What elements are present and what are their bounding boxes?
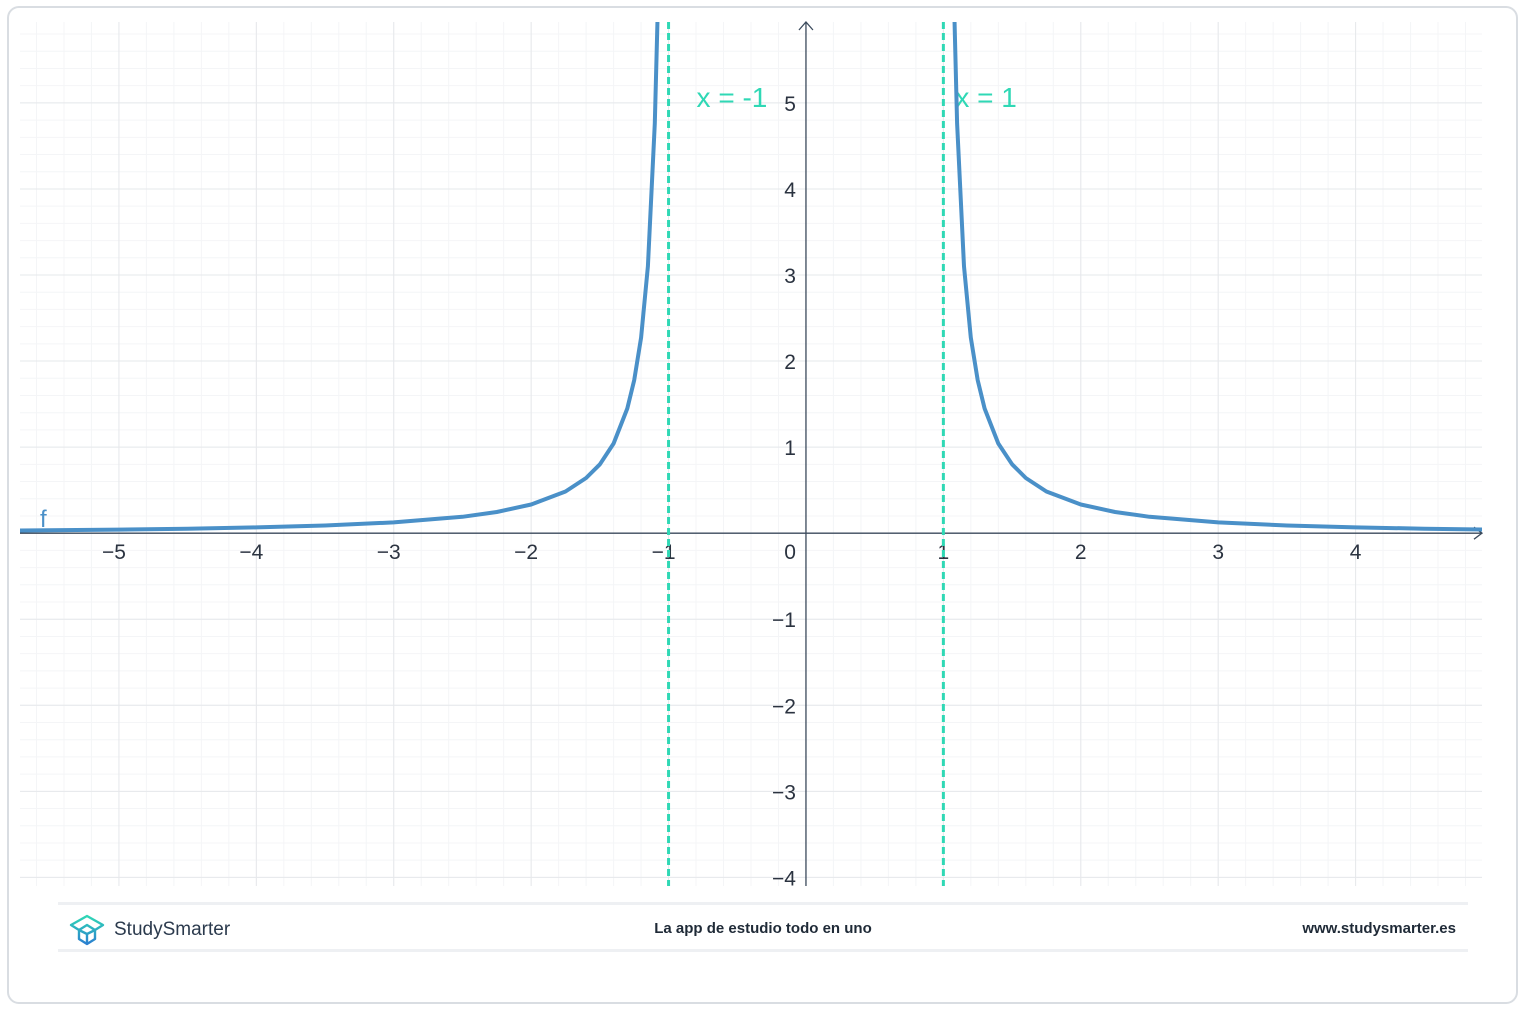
y-tick-label: −3 (772, 781, 796, 804)
x-tick-label: −2 (514, 541, 538, 564)
tagline: La app de estudio todo en uno (654, 920, 872, 937)
series-line-f (20, 22, 660, 533)
y-tick-label: 4 (784, 179, 796, 202)
card-frame (7, 6, 1518, 1004)
asymptote-label: x = 1 (955, 82, 1016, 113)
x-tick-label: 3 (1212, 541, 1224, 564)
studysmarter-logo-icon (69, 914, 105, 946)
y-axis-arrow-icon (798, 21, 814, 31)
y-tick-label: −2 (772, 695, 796, 718)
series-label: f (40, 506, 47, 533)
x-tick-label: −5 (102, 541, 126, 564)
y-tick-label: 1 (784, 437, 796, 460)
brand-name: StudySmarter (114, 919, 231, 940)
y-tick-label: 2 (784, 351, 796, 374)
series-line-f (952, 22, 1482, 532)
footer: StudySmarter La app de estudio todo en u… (58, 902, 1468, 952)
y-tick-label: −1 (772, 609, 796, 632)
website-url: www.studysmarter.es (1302, 920, 1456, 937)
x-tick-label: 2 (1075, 541, 1087, 564)
x-tick-label: −4 (239, 541, 263, 564)
origin-label: 0 (784, 541, 796, 564)
brand: StudySmarter (68, 913, 230, 947)
asymptote-label: x = -1 (697, 82, 768, 113)
y-tick-label: 5 (784, 93, 796, 116)
y-tick-label: 3 (784, 265, 796, 288)
x-tick-label: −3 (377, 541, 401, 564)
x-tick-label: 4 (1350, 541, 1362, 564)
y-tick-label: −4 (772, 867, 796, 890)
x-tick-label: −1 (652, 541, 676, 564)
